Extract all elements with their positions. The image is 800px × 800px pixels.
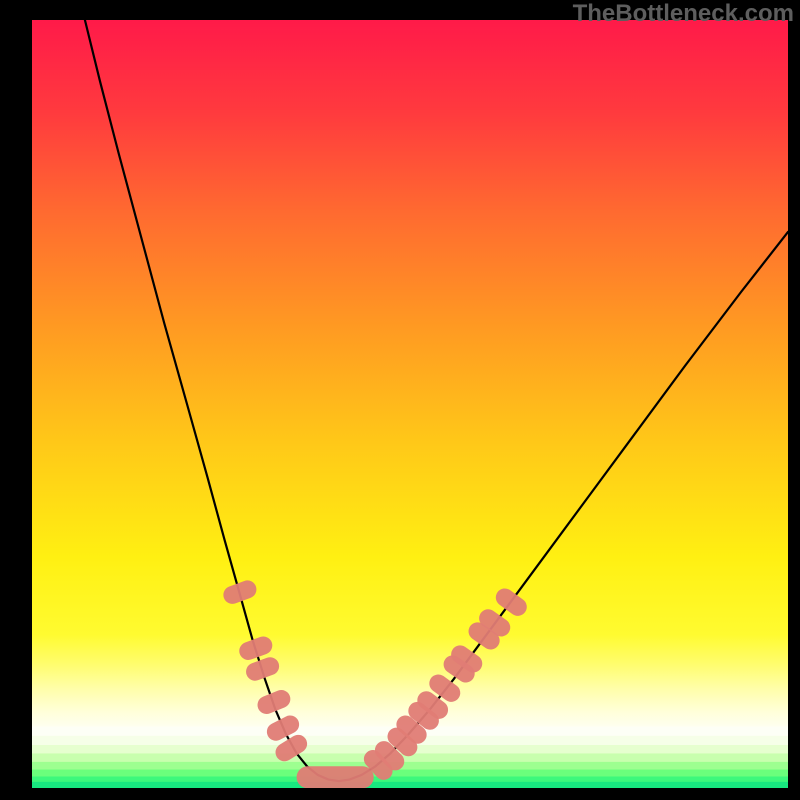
bottom-band <box>32 770 788 777</box>
bottom-band <box>32 776 788 782</box>
bottom-band <box>32 762 788 770</box>
watermark-text: TheBottleneck.com <box>573 0 794 28</box>
chart-svg <box>0 0 800 800</box>
plot-gradient-background <box>32 20 788 788</box>
chart-frame: TheBottleneck.com <box>0 0 800 800</box>
valley-floor-marker <box>297 766 374 788</box>
frame-left <box>0 0 32 800</box>
frame-right <box>788 0 800 800</box>
frame-bottom <box>0 788 800 800</box>
bottom-band <box>32 782 788 789</box>
